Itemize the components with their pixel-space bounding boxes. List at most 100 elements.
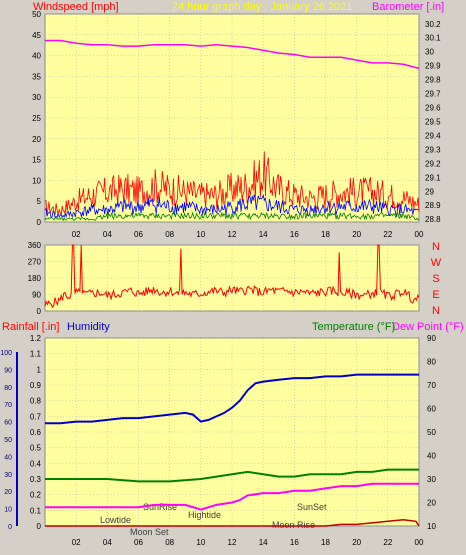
x-tick-label: 02 (72, 230, 81, 239)
y-tick-label: 80 (4, 385, 12, 392)
y-tick-label: 30 (4, 472, 12, 479)
wind-gust-series (44, 151, 420, 217)
y-tick-label: 15 (32, 156, 41, 165)
y-tick-label: 0.4 (30, 459, 42, 468)
y-tick-label: 0.3 (30, 475, 42, 484)
y-tick-label: 70 (427, 381, 436, 390)
y-tick-label: 0 (37, 218, 42, 227)
y-tick-label: 28.8 (425, 215, 441, 224)
y-tick-label: 29.6 (425, 104, 441, 113)
dewpoint-series (45, 482, 419, 511)
y-tick-label: 10 (427, 522, 436, 531)
y-tick-label: 40 (4, 454, 12, 461)
x-tick-label: 16 (290, 230, 299, 239)
windspeed-label: Windspeed [mph] (33, 1, 119, 13)
y-tick-label: 30.2 (425, 20, 441, 29)
x-tick-label: 22 (383, 538, 392, 547)
y-tick-label: 30.1 (425, 34, 441, 43)
y-tick-label: 29.3 (425, 145, 441, 154)
y-tick-label: 60 (427, 405, 436, 414)
y-tick-label: 1.2 (30, 334, 42, 343)
wind-low-series (44, 211, 420, 222)
y-tick-label: 90 (4, 367, 12, 374)
event-sunset: SunSet (297, 502, 327, 512)
event-lowtide: Lowtide (100, 515, 131, 525)
x-tick-label: 16 (290, 538, 299, 547)
x-tick-label: 10 (196, 538, 205, 547)
y-tick-label: 28.9 (425, 201, 441, 210)
y-tick-label: 29.8 (425, 76, 441, 85)
y-tick-label: 30 (427, 475, 436, 484)
wind-direction-series (44, 244, 420, 309)
y-tick-label: 30 (425, 48, 434, 57)
compass-w: W (431, 257, 442, 269)
y-tick-label: 0.2 (30, 491, 42, 500)
y-tick-label: 29.4 (425, 131, 441, 140)
rainfall-series (45, 518, 420, 527)
y-tick-label: 70 (4, 402, 12, 409)
x-tick-label: 08 (165, 538, 174, 547)
y-tick-label: 90 (32, 291, 41, 300)
y-tick-label: 40 (32, 52, 41, 61)
wind-average-series (44, 194, 420, 219)
y-tick-label: 0 (37, 307, 42, 316)
y-tick-label: 50 (32, 10, 41, 19)
x-tick-label: 08 (165, 230, 174, 239)
y-tick-label: 100 (0, 350, 12, 357)
compass-e: E (432, 289, 439, 301)
barometer-series (45, 39, 420, 70)
y-tick-label: 180 (28, 274, 42, 283)
event-moonrise: Moon Rise (272, 520, 315, 530)
event-hightide: Hightide (188, 510, 221, 520)
dewpoint-label: Dew Point (°F) (392, 321, 464, 333)
y-tick-label: 5 (37, 197, 42, 206)
compass-n-top: N (432, 241, 440, 253)
x-tick-label: 12 (228, 230, 237, 239)
compass-n-bottom: N (432, 305, 440, 317)
y-tick-label: 0.7 (30, 412, 42, 421)
graph-title: 24 hour graph day : January 26 2021 (172, 1, 352, 13)
event-moonset: Moon Set (130, 527, 169, 537)
y-tick-label: 29.5 (425, 117, 441, 126)
x-tick-label: 00 (415, 538, 424, 547)
x-tick-label: 20 (352, 538, 361, 547)
x-tick-label: 20 (352, 230, 361, 239)
y-tick-label: 360 (28, 241, 42, 250)
x-tick-label: 18 (321, 538, 330, 547)
y-tick-label: 20 (4, 489, 12, 496)
x-tick-label: 04 (103, 538, 112, 547)
x-tick-label: 14 (259, 230, 268, 239)
temperature-label: Temperature (°F) (312, 321, 395, 333)
x-tick-label: 12 (228, 538, 237, 547)
x-tick-label: 00 (415, 230, 424, 239)
y-tick-label: 0 (8, 524, 12, 531)
x-tick-label: 10 (196, 230, 205, 239)
y-tick-label: 35 (32, 72, 41, 81)
y-tick-label: 0.8 (30, 397, 42, 406)
barometer-label: Barometer [.in] (372, 1, 444, 13)
temperature-series (45, 468, 419, 483)
y-tick-label: 29.9 (425, 62, 441, 71)
rainfall-label: Rainfall [.in] (2, 321, 59, 333)
y-tick-label: 29.1 (425, 173, 441, 182)
x-tick-label: 18 (321, 230, 330, 239)
y-tick-label: 50 (4, 437, 12, 444)
y-tick-label: 29.2 (425, 159, 441, 168)
y-tick-label: 0.9 (30, 381, 42, 390)
y-tick-label: 29.7 (425, 90, 441, 99)
x-tick-label: 06 (134, 230, 143, 239)
y-tick-label: 0.5 (30, 444, 42, 453)
y-tick-label: 0 (37, 522, 42, 531)
y-tick-label: 50 (427, 428, 436, 437)
y-tick-label: 20 (427, 499, 436, 508)
y-tick-label: 0.1 (30, 506, 42, 515)
y-tick-label: 80 (427, 358, 436, 367)
x-tick-label: 22 (383, 230, 392, 239)
y-tick-label: 30 (32, 93, 41, 102)
x-tick-label: 14 (259, 538, 268, 547)
y-tick-label: 60 (4, 420, 12, 427)
y-tick-label: 40 (427, 452, 436, 461)
y-tick-label: 1.1 (30, 350, 42, 359)
y-tick-label: 45 (32, 31, 41, 40)
